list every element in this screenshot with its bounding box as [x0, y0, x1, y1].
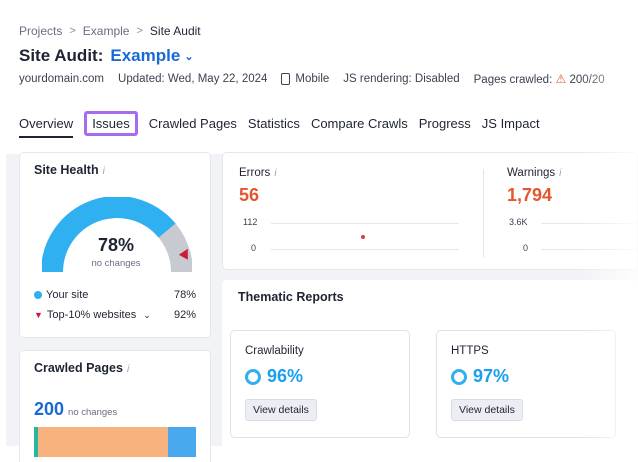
- legend-top10-value: 92%: [174, 309, 197, 321]
- pages-crawled-value: 200/20: [569, 74, 605, 86]
- tab-compare-crawls[interactable]: Compare Crawls: [310, 116, 408, 131]
- breadcrumb-site-audit: Site Audit: [149, 24, 201, 38]
- chevron-right-icon: >: [69, 25, 76, 37]
- page-header: Projects > Example > Site Audit Site Aud…: [6, 14, 638, 154]
- errors-value[interactable]: 56: [239, 185, 260, 205]
- legend-top10[interactable]: ▼ Top-10% websites ⌄ 92%: [34, 309, 196, 321]
- bar-segment-other: [168, 427, 196, 457]
- tab-bar: Overview Issues Crawled Pages Statistics…: [19, 111, 540, 138]
- chevron-down-icon: ⌄: [184, 50, 194, 63]
- warnings-label-text: Warnings: [507, 167, 556, 179]
- mobile-icon: [281, 73, 291, 85]
- gauge-fill: [42, 197, 176, 273]
- chevron-right-icon: >: [136, 25, 143, 37]
- errors-label-text: Errors: [239, 167, 271, 179]
- site-audit-window: Projects > Example > Site Audit Site Aud…: [6, 14, 638, 462]
- report-name: HTTPS: [451, 345, 489, 357]
- report-card-crawlability: Crawlability 96% View details: [230, 330, 410, 438]
- tab-overview[interactable]: Overview: [19, 116, 74, 138]
- view-details-button[interactable]: View details: [451, 399, 523, 421]
- crawled-pages-title: Crawled Pages i: [34, 361, 129, 375]
- thematic-reports-section: Thematic Reports Crawlability 96% View d…: [222, 280, 638, 460]
- report-score: 96%: [245, 366, 303, 387]
- info-icon[interactable]: i: [274, 168, 277, 179]
- errors-label: Errors i: [239, 167, 277, 179]
- site-health-card: Site Health i 78% no changes Your site 78…: [19, 152, 211, 338]
- report-card-https: HTTPS 97% View details: [436, 330, 616, 438]
- gridline: [541, 249, 638, 250]
- view-details-button[interactable]: View details: [245, 399, 317, 421]
- js-rendering-label: JS rendering: Disabled: [343, 73, 460, 85]
- report-score-value: 96%: [267, 366, 304, 386]
- errors-data-point: [361, 235, 365, 239]
- warnings-tick-max: 3.6K: [509, 217, 528, 227]
- device-label: Mobile: [295, 73, 330, 85]
- device-info: Mobile: [281, 73, 329, 85]
- crawled-pages-title-text: Crawled Pages: [34, 361, 123, 375]
- legend-your-site: Your site 78%: [34, 289, 196, 301]
- divider: [483, 169, 484, 257]
- legend-top10-label: Top-10% websites: [46, 309, 137, 321]
- triangle-down-icon: ▼: [34, 310, 43, 320]
- tab-js-impact[interactable]: JS Impact: [481, 116, 540, 131]
- warnings-tick-min: 0: [523, 243, 529, 253]
- site-health-title: Site Health i: [34, 163, 105, 177]
- crawled-pages-value: 200 no changes: [34, 399, 117, 420]
- legend-your-site-label: Your site: [46, 289, 89, 301]
- domain-label: yourdomain.com: [19, 73, 105, 85]
- updated-label: Updated: Wed, May 22, 2024: [118, 73, 268, 85]
- score-ring-icon: [451, 368, 467, 385]
- gridline: [271, 249, 459, 250]
- tab-progress[interactable]: Progress: [418, 116, 471, 131]
- chevron-down-icon: ⌄: [143, 309, 151, 320]
- errors-tick-max: 112: [243, 217, 258, 227]
- audit-meta: yourdomain.com Updated: Wed, May 22, 202…: [19, 72, 605, 86]
- crawled-pages-change: no changes: [68, 407, 118, 418]
- breadcrumb-example[interactable]: Example: [82, 24, 130, 38]
- errors-warnings-card: Errors i 56 112 0 Warnings i 1,794 3.6K 0: [222, 152, 638, 270]
- breadcrumb: Projects > Example > Site Audit: [19, 24, 201, 38]
- page-title: Site Audit: Example ⌄: [19, 46, 194, 66]
- site-health-gauge: [42, 197, 192, 273]
- tab-crawled-pages[interactable]: Crawled Pages: [148, 116, 237, 131]
- breadcrumb-projects[interactable]: Projects: [19, 24, 63, 38]
- errors-tick-min: 0: [251, 243, 257, 253]
- site-health-title-text: Site Health: [34, 163, 99, 177]
- warnings-label: Warnings i: [507, 167, 561, 179]
- pages-crawled-label: Pages crawled:: [473, 74, 553, 86]
- warnings-value[interactable]: 1,794: [507, 185, 553, 205]
- project-name: Example: [110, 46, 181, 65]
- thematic-reports-title: Thematic Reports: [238, 290, 344, 304]
- info-icon[interactable]: i: [126, 364, 130, 375]
- legend-your-site-value: 78%: [174, 289, 197, 301]
- pages-crawled-info: Pages crawled: ⚠ 200/20: [474, 72, 605, 86]
- top10-marker: [178, 248, 188, 260]
- report-name: Crawlability: [245, 345, 304, 357]
- tab-statistics[interactable]: Statistics: [247, 116, 300, 131]
- report-score-value: 97%: [473, 366, 510, 386]
- crawled-pages-count[interactable]: 200: [34, 399, 65, 419]
- info-icon[interactable]: i: [559, 168, 562, 179]
- site-health-value: 78%: [97, 235, 135, 255]
- gridline: [271, 223, 459, 224]
- site-health-change: no changes: [91, 258, 141, 269]
- project-selector[interactable]: Example ⌄: [110, 46, 193, 66]
- tab-issues[interactable]: Issues: [84, 111, 138, 136]
- blue-dot-icon: [34, 291, 42, 299]
- crawled-pages-card: Crawled Pages i 200 no changes: [19, 350, 211, 462]
- info-icon[interactable]: i: [102, 166, 105, 177]
- crawled-pages-bar[interactable]: [34, 427, 196, 457]
- bar-segment-healthy: [34, 427, 38, 457]
- report-score: 97%: [451, 366, 509, 387]
- page-title-prefix: Site Audit:: [19, 46, 104, 65]
- warning-icon: ⚠: [555, 72, 567, 86]
- score-ring-icon: [245, 368, 261, 385]
- gridline: [541, 223, 638, 224]
